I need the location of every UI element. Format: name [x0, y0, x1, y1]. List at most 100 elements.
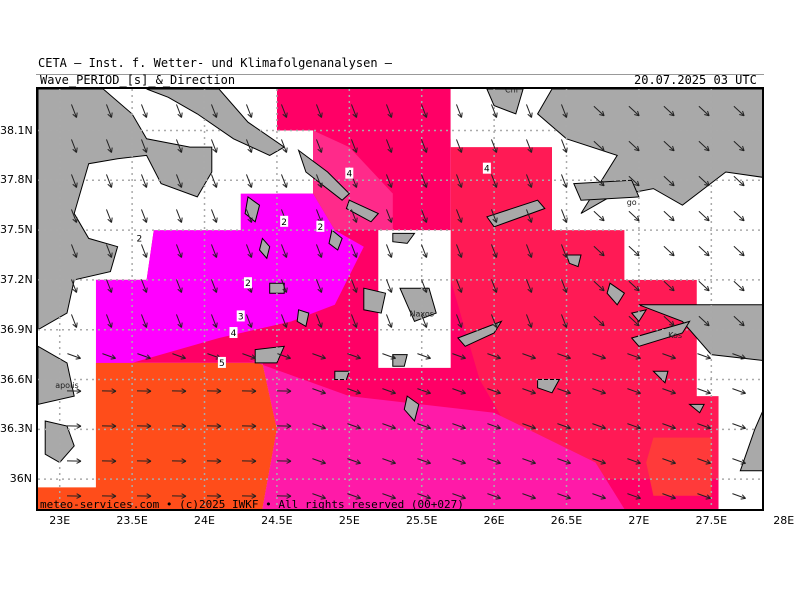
direction-arrow — [280, 139, 288, 153]
direction-arrow — [487, 388, 501, 395]
direction-arrow — [420, 279, 428, 293]
latitude-tick-label: 36.3N — [0, 422, 33, 436]
latitude-tick-label: 37.2N — [0, 272, 33, 286]
direction-arrow — [382, 353, 396, 360]
direction-arrow — [698, 280, 710, 292]
direction-arrow — [560, 209, 568, 223]
direction-arrow — [663, 315, 675, 327]
direction-arrow — [593, 140, 605, 152]
direction-arrow — [136, 493, 152, 499]
longitude-tick-label: 24E — [194, 514, 215, 527]
direction-arrow — [66, 423, 82, 429]
direction-arrow — [522, 458, 536, 465]
institute-title: CETA — Inst. f. Wetter- und Klimafolgena… — [38, 56, 393, 70]
latitude-tick-label: 37.5N — [0, 223, 33, 237]
contour-label: 4 — [346, 170, 352, 180]
tilos-island — [688, 403, 705, 414]
contour-label: 5 — [219, 359, 225, 369]
direction-arrow — [557, 493, 571, 500]
nisyros-island — [652, 370, 669, 384]
direction-arrow — [140, 209, 148, 223]
direction-arrow — [420, 244, 428, 258]
direction-arrow — [312, 388, 326, 395]
direction-arrow — [662, 353, 676, 360]
no-data-mask — [117, 193, 241, 231]
direction-arrow — [557, 458, 571, 465]
direction-arrow — [312, 353, 326, 360]
direction-arrow — [101, 388, 117, 394]
direction-arrow — [417, 388, 431, 395]
direction-arrow — [522, 388, 536, 395]
direction-arrow — [732, 493, 746, 500]
direction-arrow — [522, 353, 536, 360]
latitude-tick-label: 36.9N — [0, 322, 33, 336]
direction-arrow — [698, 105, 710, 117]
direction-arrow — [557, 353, 571, 360]
contour-label-bg — [482, 162, 491, 174]
direction-arrow — [628, 140, 640, 152]
direction-arrow — [698, 245, 710, 257]
direction-arrow — [663, 105, 675, 117]
direction-arrow — [350, 209, 358, 223]
longitude-tick-label: 24.5E — [261, 514, 293, 527]
direction-arrow — [140, 139, 148, 153]
direction-arrow — [455, 314, 463, 328]
direction-arrow — [593, 280, 605, 292]
direction-arrow — [347, 388, 361, 395]
direction-arrow — [732, 353, 746, 360]
direction-arrow — [522, 493, 536, 500]
direction-arrow — [733, 175, 745, 187]
direction-arrow — [210, 209, 218, 223]
direction-arrow — [315, 174, 323, 188]
direction-arrow — [66, 388, 82, 394]
direction-arrow — [698, 175, 710, 187]
direction-arrow — [175, 209, 183, 223]
direction-arrow — [347, 493, 361, 500]
direction-arrow — [175, 174, 183, 188]
direction-arrow — [245, 209, 253, 223]
direction-arrow — [280, 174, 288, 188]
andros-island — [297, 149, 351, 201]
direction-arrow — [452, 353, 466, 360]
direction-arrow — [417, 423, 431, 430]
direction-arrow — [733, 210, 745, 222]
direction-arrow — [697, 458, 711, 465]
direction-arrow — [241, 423, 257, 429]
contour-label: 2 — [317, 223, 323, 233]
ios-island — [392, 354, 408, 367]
direction-arrow — [347, 423, 361, 430]
direction-arrow — [663, 245, 675, 257]
direction-arrow — [455, 104, 463, 118]
direction-arrow — [136, 458, 152, 464]
direction-arrow — [140, 314, 148, 328]
contour-label: 4 — [484, 165, 490, 175]
direction-arrow — [350, 139, 358, 153]
lat-lon-grid — [38, 89, 762, 509]
direction-arrow — [385, 244, 393, 258]
direction-arrow — [66, 493, 82, 499]
paros-island — [363, 287, 387, 314]
contour-label-bg — [236, 310, 245, 322]
direction-arrow — [732, 458, 746, 465]
direction-arrow — [245, 314, 253, 328]
kythnos-island — [258, 237, 271, 260]
direction-arrow — [557, 388, 571, 395]
direction-arrow — [557, 423, 571, 430]
contour-label: 2 — [245, 279, 251, 289]
direction-arrow — [280, 244, 288, 258]
peloponnese-south — [38, 345, 75, 405]
direction-arrow — [66, 458, 82, 464]
direction-arrow — [350, 314, 358, 328]
period-zone-4-east — [450, 138, 719, 480]
latitude-tick-label: 36N — [9, 472, 32, 486]
direction-arrow — [245, 174, 253, 188]
direction-arrow — [277, 353, 291, 360]
contour-label-bg — [345, 167, 354, 179]
direction-arrow — [312, 493, 326, 500]
astypalaia-island — [537, 379, 561, 394]
direction-arrow — [628, 105, 640, 117]
direction-arrow — [525, 104, 533, 118]
longitude-tick-label: 26.5E — [550, 514, 583, 527]
direction-arrow — [455, 209, 463, 223]
